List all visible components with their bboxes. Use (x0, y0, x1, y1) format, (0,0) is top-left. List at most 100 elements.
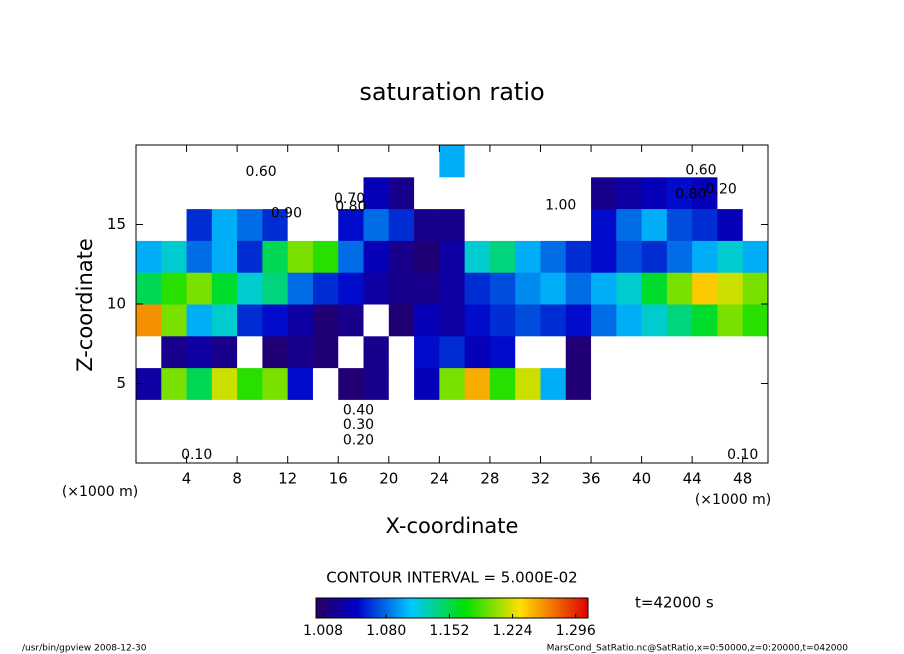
cell (717, 367, 744, 400)
cell (742, 145, 769, 178)
cell (742, 304, 769, 337)
cell (540, 304, 567, 337)
cell (136, 272, 162, 305)
cell (161, 145, 188, 178)
cell (641, 367, 668, 400)
cell (515, 431, 541, 464)
cell (439, 145, 466, 178)
cell (515, 335, 541, 369)
cell (388, 399, 415, 432)
cell (262, 335, 289, 369)
cell (641, 145, 668, 178)
cell (616, 399, 643, 432)
cell (641, 304, 668, 337)
cell (363, 145, 390, 178)
cell (388, 335, 415, 369)
cell (211, 399, 238, 432)
cell (363, 367, 390, 400)
cell (565, 208, 592, 241)
cell (363, 176, 390, 210)
cell (591, 272, 617, 305)
cell (363, 208, 390, 241)
cell (211, 272, 238, 305)
cell (591, 304, 617, 337)
cell (186, 367, 213, 400)
cell (515, 367, 541, 400)
x-tick-label: 32 (531, 470, 550, 488)
cell (388, 431, 415, 464)
cell (515, 272, 541, 305)
cell (666, 208, 693, 241)
cell (237, 176, 263, 210)
cell (414, 145, 440, 178)
cell (666, 431, 693, 464)
x-tick-label: 12 (278, 470, 297, 488)
cell (591, 335, 617, 369)
cell (616, 240, 643, 273)
cell (237, 367, 263, 400)
x-tick-label: 48 (733, 470, 752, 488)
cell (489, 176, 516, 210)
cell (489, 304, 516, 337)
cell (464, 431, 491, 464)
contour-label: 1.00 (545, 197, 576, 213)
cell (161, 399, 188, 432)
x-unit: (×1000 m) (695, 492, 771, 508)
x-tick-label: 40 (632, 470, 651, 488)
x-tick-label: 4 (182, 470, 192, 488)
cell (136, 176, 162, 210)
cell (338, 145, 365, 178)
cell (338, 272, 365, 305)
x-tick-label: 16 (329, 470, 348, 488)
cell (414, 431, 440, 464)
contour-label: 0.30 (343, 417, 374, 433)
cell (287, 304, 314, 337)
cell (186, 335, 213, 369)
contour-label: 0.40 (343, 403, 374, 419)
cell (591, 367, 617, 400)
cell (338, 176, 365, 210)
cell (666, 145, 693, 178)
cell (717, 304, 744, 337)
cell (540, 367, 567, 400)
cell (312, 431, 339, 464)
cell (414, 367, 440, 400)
cell (717, 272, 744, 305)
cell (464, 145, 491, 178)
cell (262, 367, 289, 400)
cell (211, 367, 238, 400)
cell (388, 176, 415, 210)
cell (515, 240, 541, 273)
cell (186, 208, 213, 241)
cell (211, 176, 238, 210)
cell (414, 399, 440, 432)
cell (338, 240, 365, 273)
cell (540, 240, 567, 273)
contour-label: 0.20 (343, 433, 374, 449)
cell (439, 272, 466, 305)
time-label: t=42000 s (635, 594, 714, 612)
cell (414, 304, 440, 337)
cell (136, 240, 162, 273)
cell (287, 240, 314, 273)
colorbar (315, 597, 589, 619)
cell (237, 335, 263, 369)
cell (338, 399, 365, 432)
cell (692, 304, 718, 337)
cell (666, 176, 693, 210)
contour-label: 0.90 (271, 205, 302, 221)
cell (591, 208, 617, 241)
cell (717, 399, 744, 432)
cell (464, 304, 491, 337)
cell (742, 272, 769, 305)
cell (489, 240, 516, 273)
cell (161, 240, 188, 273)
x-tick-label: 8 (232, 470, 242, 488)
cell (540, 431, 567, 464)
cell (312, 272, 339, 305)
cell (161, 367, 188, 400)
cell (540, 272, 567, 305)
footer-right: MarsCond_SatRatio.nc@SatRatio,x=0:50000,… (547, 644, 849, 654)
cell (338, 335, 365, 369)
cell (464, 272, 491, 305)
